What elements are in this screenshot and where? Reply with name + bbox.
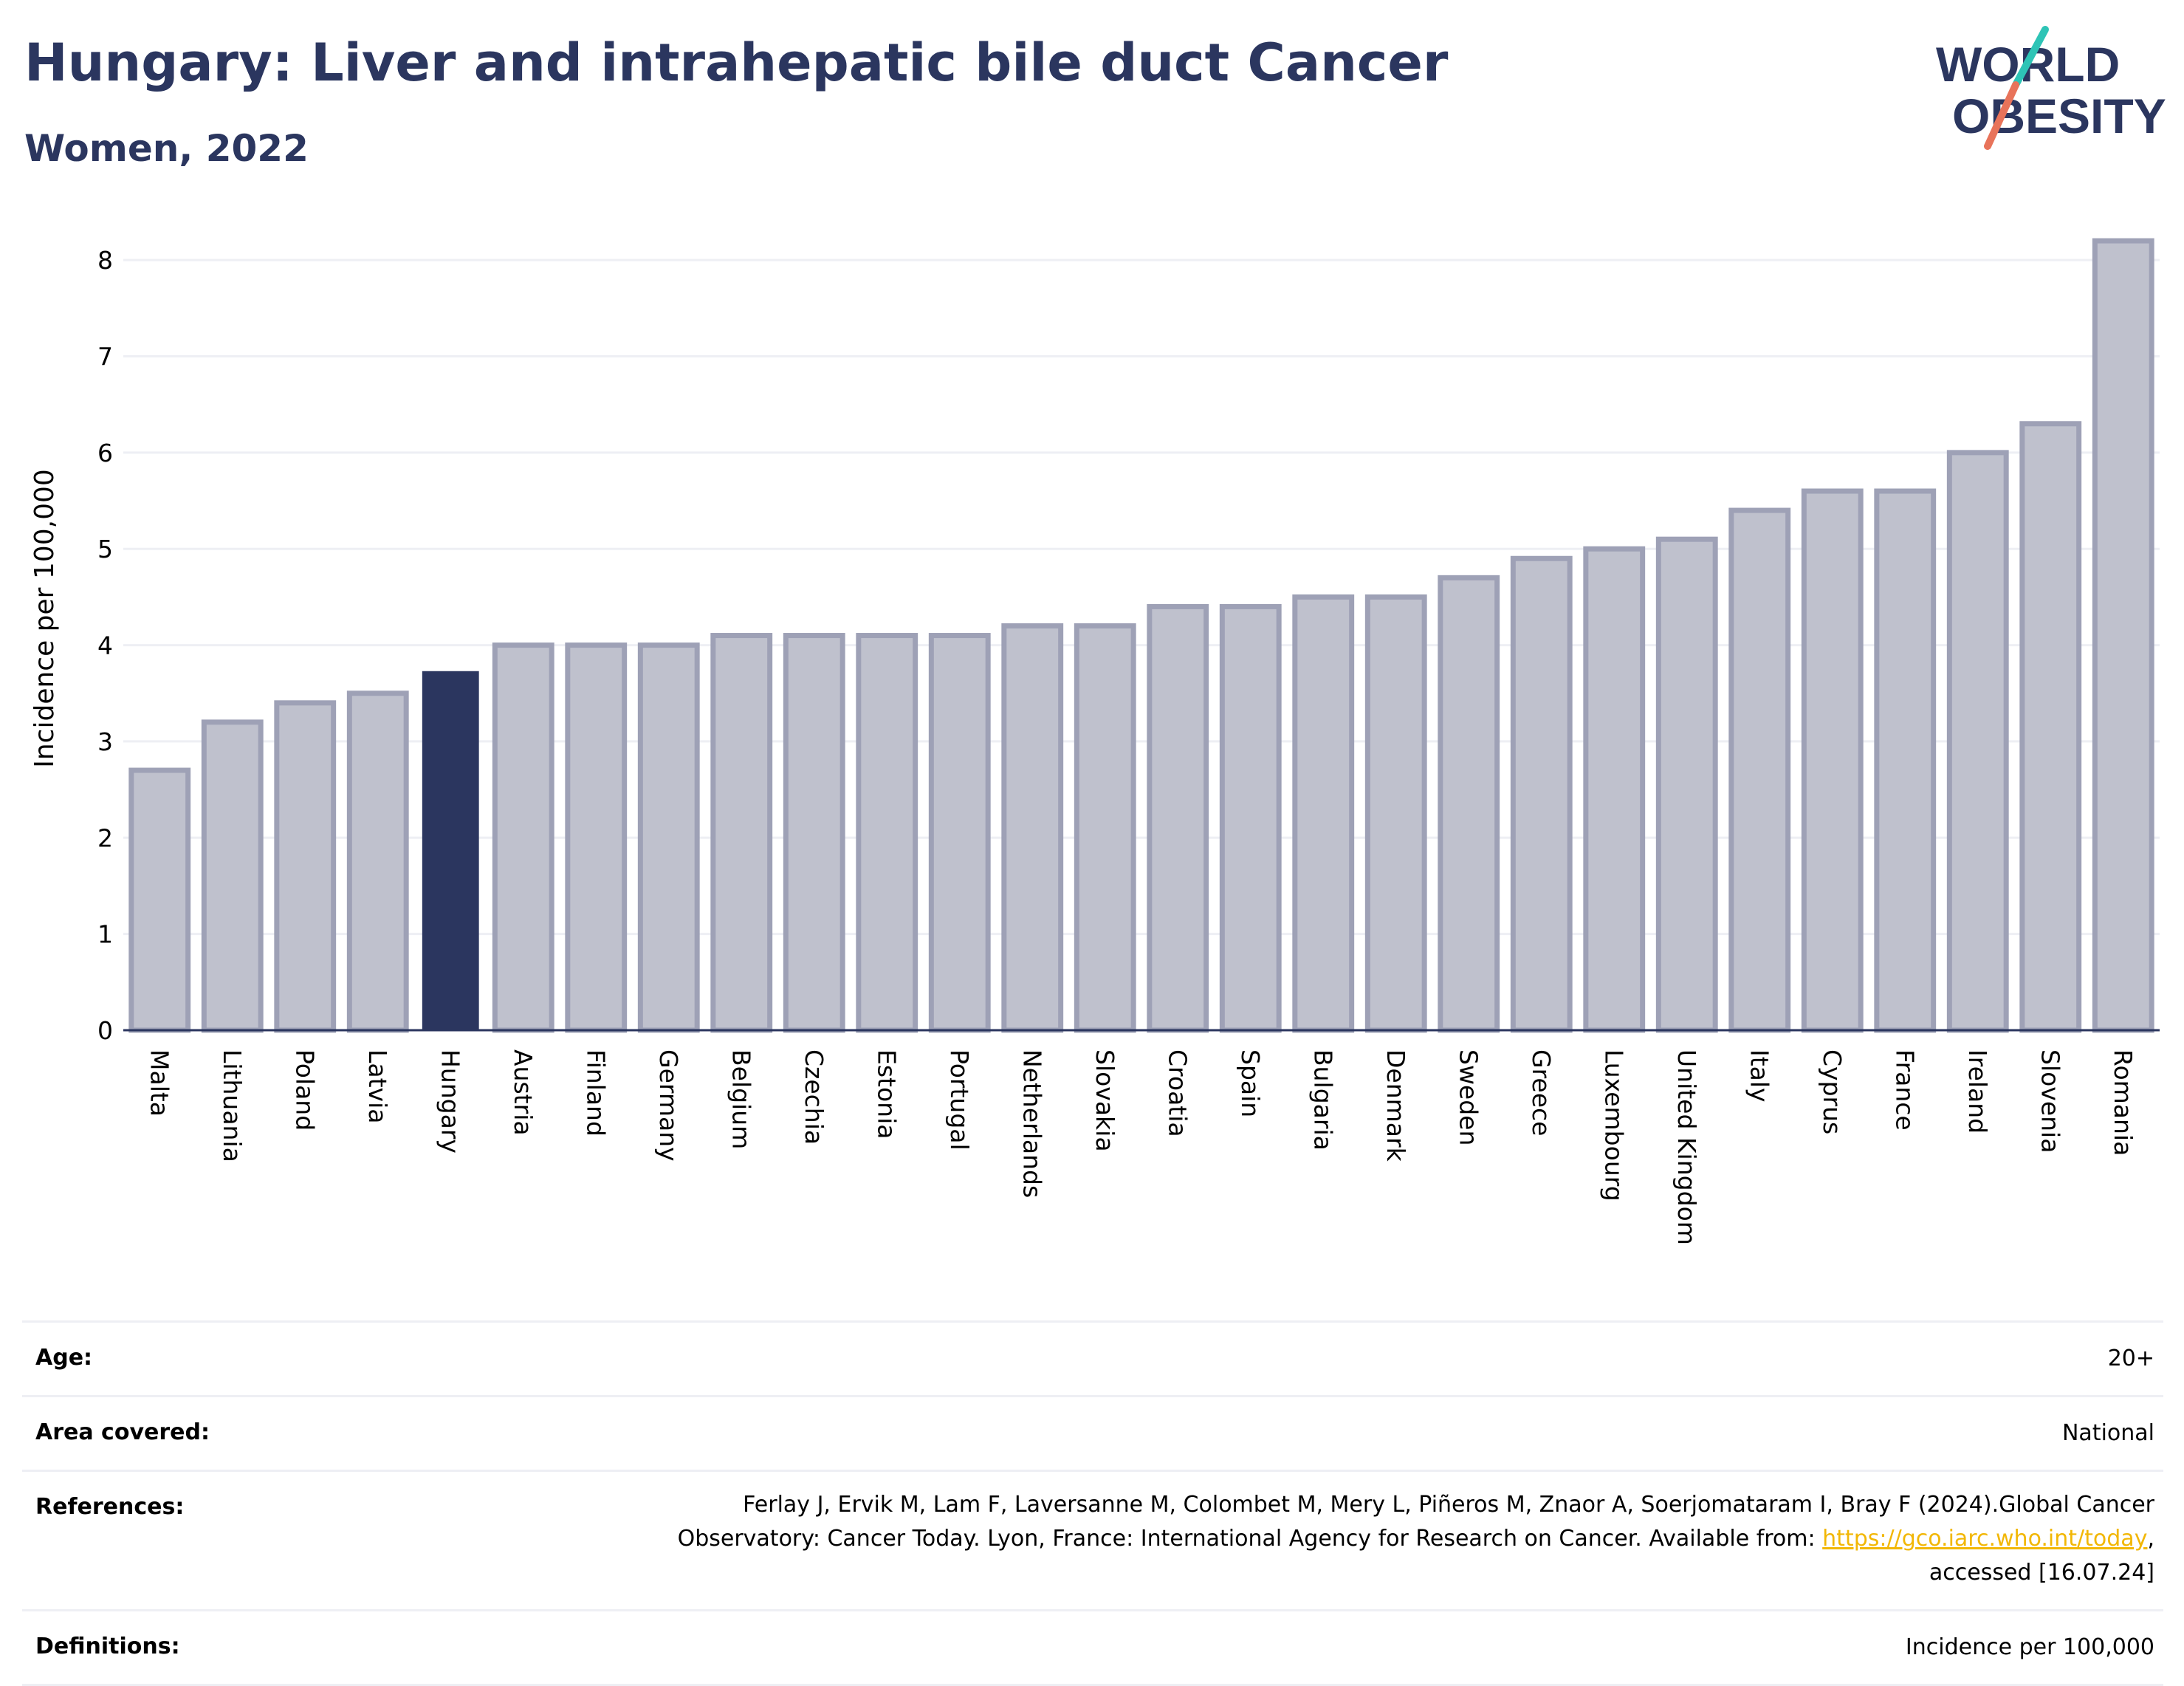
x-tick-label: Ireland [1963, 1049, 1992, 1134]
bar-france [1874, 488, 1937, 1033]
bar-ireland [1946, 450, 2009, 1033]
meta-row-age: Age: 20+ [22, 1320, 2163, 1395]
bar-luxembourg [1583, 546, 1646, 1033]
bar-lithuania [201, 719, 264, 1033]
y-tick-label: 8 [97, 246, 113, 275]
page-subtitle: Women, 2022 [24, 127, 309, 170]
x-tick-label: Germany [654, 1049, 683, 1162]
bar-italy [1728, 507, 1791, 1033]
bar-united-kingdom [1655, 536, 1718, 1033]
x-tick-label: Belgium [727, 1049, 755, 1149]
y-tick-label: 5 [97, 535, 113, 563]
bar-slovenia [2019, 421, 2082, 1033]
references-line2: Observatory: Cancer Today. Lyon, France:… [677, 1526, 1816, 1552]
bar-estonia [856, 633, 918, 1033]
x-tick-label: Hungary [436, 1049, 464, 1154]
x-tick-label: Latvia [363, 1049, 392, 1123]
x-tick-label: Denmark [1381, 1049, 1410, 1162]
bar-slovakia [1074, 623, 1136, 1033]
bar-malta [128, 767, 191, 1033]
bar-greece [1510, 555, 1573, 1033]
references-link[interactable]: https://gco.iarc.who.int/today [1822, 1526, 2148, 1552]
x-tick-label: Finland [581, 1049, 610, 1137]
bar-latvia [346, 690, 409, 1033]
bar-chart: 0 1 2 3 4 5 6 7 8 Malta Lithuania Poland Latvia Hung… [30, 238, 2160, 1245]
bar-sweden [1438, 575, 1500, 1033]
bar-denmark [1364, 594, 1427, 1033]
bars [128, 238, 2154, 1033]
meta-row-references: References: Ferlay J, Ervik M, Lam F, La… [22, 1470, 2163, 1609]
area-label: Area covered: [35, 1419, 210, 1445]
x-tick-label: Cyprus [1818, 1049, 1847, 1134]
y-tick-label: 3 [97, 727, 113, 756]
logo-slash-top [2012, 26, 2049, 89]
definitions-value: Incidence per 100,000 [1905, 1634, 2154, 1660]
x-tick-label: Sweden [1454, 1049, 1483, 1145]
bar-spain [1219, 603, 1282, 1033]
definitions-label: Definitions: [35, 1634, 180, 1659]
bar-poland [274, 700, 337, 1033]
metadata-table: Age: 20+ Area covered: National Referenc… [22, 1320, 2163, 1686]
world-obesity-logo: WORLD OBESITY [1936, 26, 2166, 150]
x-tick-label: Czechia [800, 1049, 828, 1145]
references-label: References: [35, 1494, 185, 1520]
x-tick-label: Lithuania [218, 1049, 247, 1162]
bar-finland [565, 642, 628, 1033]
area-value: National [2061, 1420, 2154, 1446]
y-tick-label: 2 [97, 823, 113, 852]
y-tick-labels: 0 1 2 3 4 5 6 7 8 [97, 246, 113, 1045]
y-tick-label: 6 [97, 439, 113, 467]
y-tick-label: 4 [97, 631, 113, 660]
y-tick-label: 1 [97, 920, 113, 949]
bar-bulgaria [1292, 594, 1355, 1033]
x-tick-label: Romania [2109, 1049, 2137, 1156]
y-tick-label: 0 [97, 1016, 113, 1045]
bar-germany [637, 642, 700, 1033]
bar-austria [492, 642, 554, 1033]
y-tick-label: 7 [97, 343, 113, 371]
references-line1: Ferlay J, Ervik M, Lam F, Laversanne M, … [743, 1492, 2154, 1518]
bar-belgium [710, 633, 773, 1033]
x-tick-label: Luxembourg [1599, 1049, 1628, 1202]
x-tick-label: Italy [1745, 1049, 1773, 1103]
x-tick-label: United Kingdom [1672, 1049, 1701, 1245]
x-tick-label: Croatia [1163, 1049, 1192, 1137]
page-title: Hungary: Liver and intrahepatic bile duc… [24, 32, 1449, 93]
x-tick-label: Poland [290, 1049, 319, 1131]
logo-slash-bottom [1984, 81, 2019, 150]
x-tick-label: Slovakia [1091, 1049, 1119, 1152]
bar-czechia [783, 633, 845, 1033]
x-tick-labels: Malta Lithuania Poland Latvia Hungary Austria… [145, 1049, 2137, 1245]
references-line3: accessed [16.07.24] [1929, 1560, 2154, 1586]
age-value: 20+ [2107, 1346, 2154, 1371]
x-tick-label: Greece [1527, 1049, 1556, 1136]
bar-croatia [1147, 603, 1209, 1033]
y-axis-label: Incidence per 100,000 [30, 469, 60, 768]
meta-row-area: Area covered: National [22, 1395, 2163, 1470]
bar-portugal [928, 633, 991, 1033]
bar-cyprus [1801, 488, 1864, 1033]
logo-line2: OBESITY [1952, 89, 2166, 143]
x-tick-label: Slovenia [2036, 1049, 2064, 1153]
x-tick-label: France [1890, 1049, 1919, 1131]
bar-netherlands [1001, 623, 1064, 1033]
meta-row-definitions: Definitions: Incidence per 100,000 [22, 1609, 2163, 1686]
references-value: Ferlay J, Ervik M, Lam F, Laversanne M, … [677, 1492, 2154, 1586]
x-tick-label: Malta [145, 1049, 174, 1117]
x-tick-label: Netherlands [1017, 1049, 1046, 1198]
age-label: Age: [35, 1345, 93, 1371]
x-tick-label: Bulgaria [1308, 1049, 1337, 1151]
x-tick-label: Portugal [945, 1049, 974, 1151]
x-tick-label: Austria [509, 1049, 538, 1136]
x-tick-label: Spain [1236, 1049, 1265, 1117]
bar-hungary [422, 671, 479, 1030]
bar-romania [2092, 238, 2154, 1033]
x-tick-label: Estonia [872, 1049, 901, 1139]
